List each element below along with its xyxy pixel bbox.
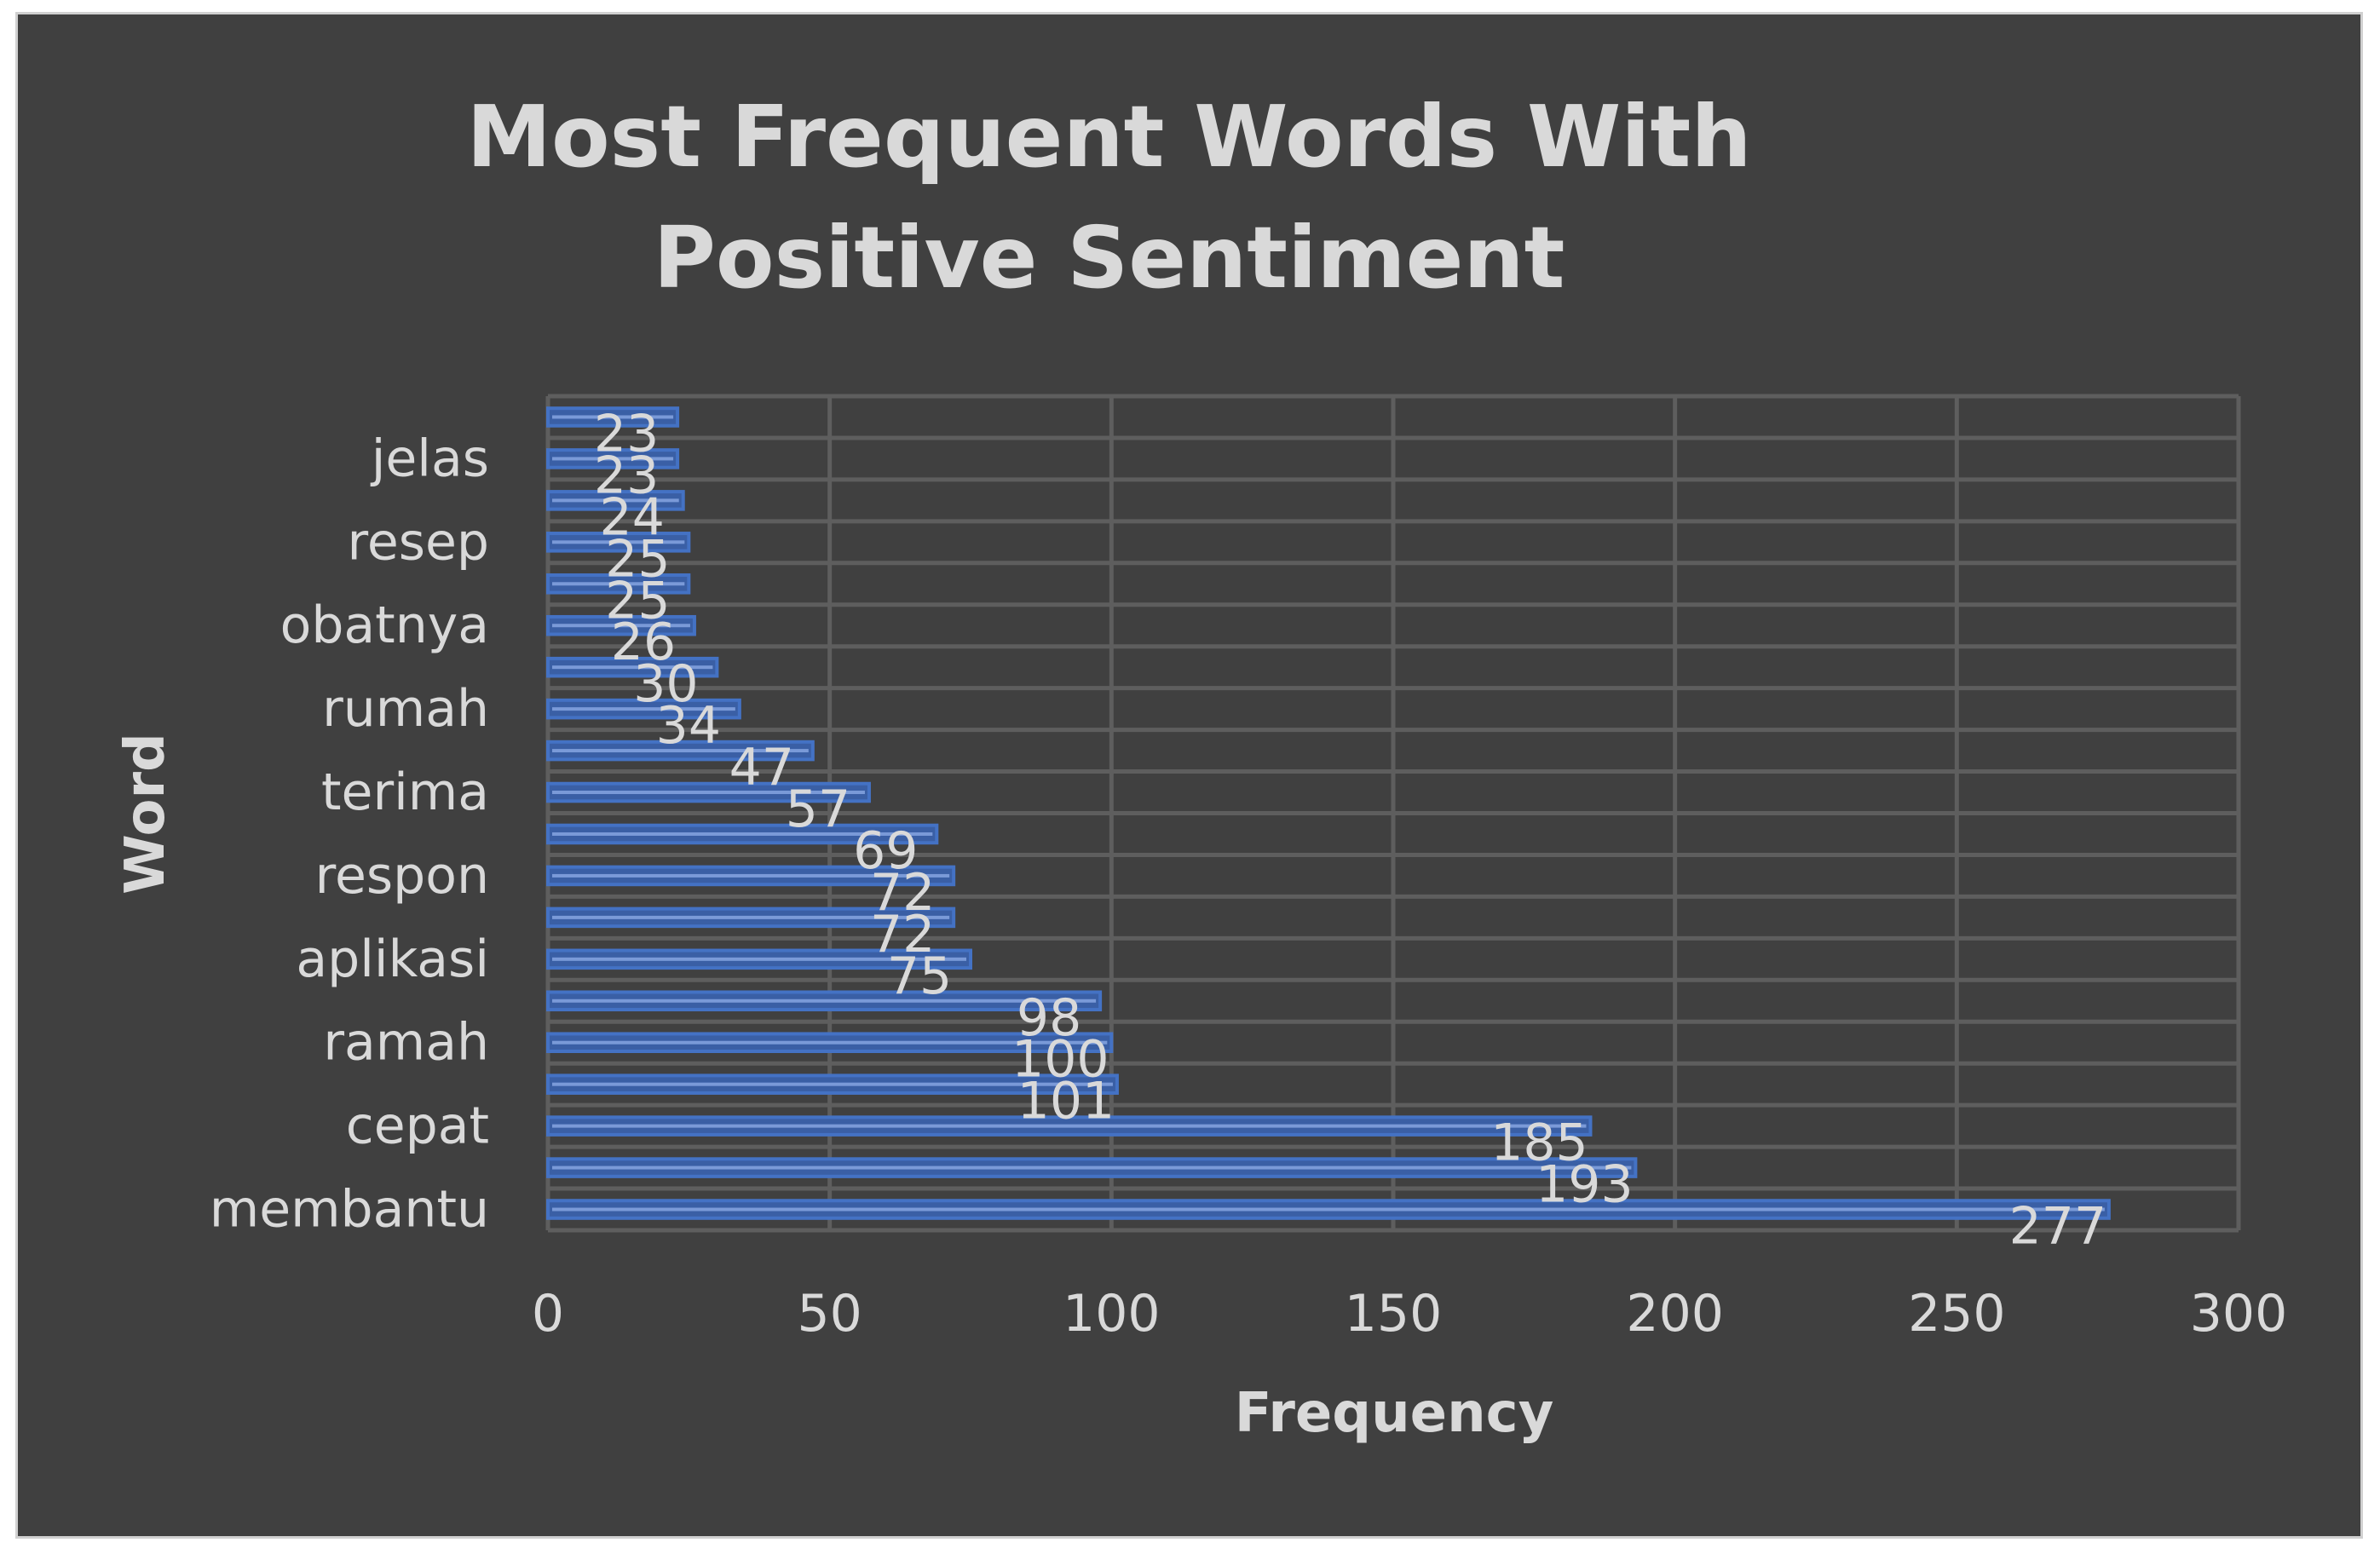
data-label: 25	[605, 571, 670, 630]
bar-highlight	[552, 1040, 1108, 1045]
data-label: 23	[594, 446, 659, 505]
bar-highlight	[552, 999, 1097, 1003]
data-label: 72	[870, 863, 935, 923]
y-axis-label: Word	[114, 733, 177, 895]
bar-highlight	[552, 1166, 1632, 1170]
data-label: 277	[2009, 1197, 2107, 1257]
data-label: 30	[633, 654, 698, 714]
data-label: 75	[887, 947, 952, 1006]
data-label: 185	[1490, 1114, 1588, 1173]
y-tick-label: terima	[321, 763, 489, 822]
grid-lines	[545, 394, 2241, 1233]
bar-highlight	[552, 1082, 1113, 1086]
data-label: 69	[853, 821, 918, 881]
bar-highlight	[552, 707, 735, 711]
data-label: 98	[1017, 988, 1081, 1048]
data-label: 34	[656, 696, 721, 756]
bar-highlight	[552, 915, 950, 919]
data-label: 23	[594, 404, 659, 463]
bar-highlight	[552, 665, 713, 670]
bar-highlight	[552, 415, 674, 419]
bar-highlight	[552, 540, 685, 544]
bar-highlight	[552, 957, 966, 961]
x-tick-labels: 0 50 100 150 200 250 300	[532, 1284, 2287, 1344]
y-tick-label: resep	[347, 512, 489, 572]
x-tick-label: 250	[1908, 1284, 2006, 1344]
bar-highlight	[552, 457, 674, 461]
bar-highlight	[552, 582, 685, 586]
x-tick-label: 300	[2190, 1284, 2288, 1344]
data-labels: 2771931851011009875727269574734302625252…	[594, 404, 2106, 1256]
data-label: 24	[600, 487, 665, 547]
data-label: 25	[605, 529, 670, 589]
x-tick-label: 150	[1345, 1284, 1443, 1344]
x-tick-label: 100	[1063, 1284, 1161, 1344]
data-label: 193	[1536, 1155, 1634, 1215]
data-label: 101	[1017, 1072, 1115, 1131]
x-tick-label: 200	[1626, 1284, 1724, 1344]
bar-highlight	[552, 624, 690, 628]
x-tick-label: 0	[532, 1284, 564, 1344]
chart-title-text: Most Frequent Words With Positive Sentim…	[466, 87, 1752, 308]
bars	[546, 406, 2111, 1220]
chart-frame	[15, 12, 2363, 1539]
y-tick-label: aplikasi	[296, 930, 489, 989]
bar-highlight	[552, 832, 933, 836]
y-tick-label: obatnya	[280, 596, 489, 655]
y-tick-label: ramah	[323, 1013, 489, 1073]
y-tick-label: jelas	[370, 429, 489, 488]
data-label: 57	[786, 780, 850, 839]
bar-highlight	[552, 1124, 1587, 1128]
bar-highlight	[552, 498, 679, 503]
data-label: 47	[729, 738, 794, 797]
x-tick-label: 50	[797, 1284, 862, 1344]
bar-highlight	[552, 1207, 2105, 1212]
bar-highlight	[552, 873, 950, 878]
chart-title: Most Frequent Words With Positive Sentim…	[0, 77, 2380, 319]
y-tick-label: rumah	[322, 679, 489, 739]
y-tick-label: membantu	[210, 1180, 489, 1240]
data-label: 26	[611, 613, 676, 672]
bar-highlight	[552, 791, 865, 795]
y-tick-label: cepat	[346, 1096, 489, 1156]
data-label: 72	[870, 905, 935, 964]
data-label: 100	[1011, 1030, 1109, 1090]
y-tick-labels: membantu cepat ramah aplikasi respon terima ru…	[210, 429, 489, 1239]
bar-highlight	[552, 749, 809, 753]
y-tick-label: respon	[315, 846, 489, 906]
x-axis-label: Frequency	[1235, 1382, 1554, 1445]
